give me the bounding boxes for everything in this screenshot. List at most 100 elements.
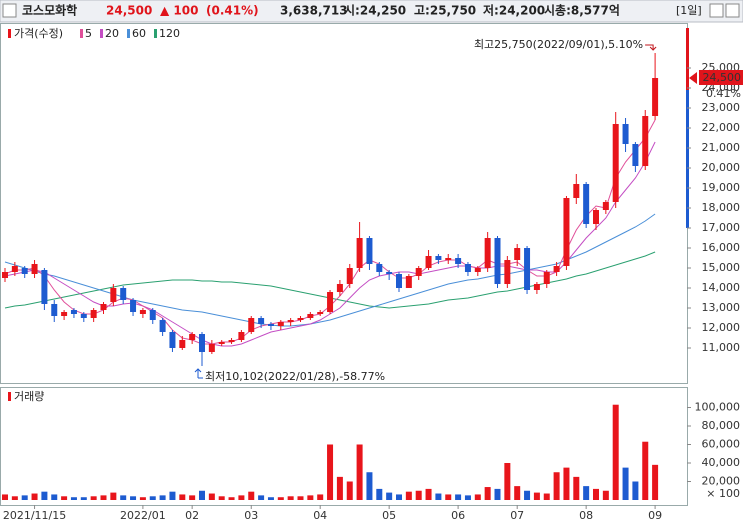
x-tick-label: 02: [185, 509, 199, 522]
volume-bar: [455, 494, 462, 500]
candle-body: [445, 258, 452, 260]
candle-body: [494, 238, 501, 284]
x-tick-label: 09: [648, 509, 662, 522]
candle-body: [602, 202, 609, 210]
candle-body: [474, 268, 481, 272]
volume-bar: [474, 494, 481, 500]
candle-body: [70, 310, 77, 314]
y-tick-label: 80,000: [702, 419, 741, 432]
volume-bar: [573, 476, 580, 500]
candle-body: [149, 310, 156, 320]
candle-body: [21, 268, 28, 274]
candle-body: [642, 116, 649, 166]
menu-icon[interactable]: [2, 3, 17, 18]
volume-bar: [228, 497, 235, 500]
candle-body: [120, 288, 127, 300]
volume-bar: [425, 488, 432, 500]
candle-body: [277, 322, 284, 326]
x-tick-label: 07: [510, 509, 524, 522]
candle-body: [159, 320, 166, 332]
price-pane: [0, 23, 688, 384]
candle-body: [139, 310, 146, 314]
candle-body: [179, 340, 186, 348]
volume-bar: [307, 495, 314, 500]
volume-bar: [70, 497, 77, 500]
candle-body: [346, 268, 353, 284]
y-tick-label: 11,000: [702, 341, 741, 354]
volume-bar: [327, 444, 334, 500]
candle-body: [51, 304, 58, 316]
y-tick-label: 22,000: [702, 121, 741, 134]
min-annotation: 최저10,102(2022/01/28),-58.77%: [205, 370, 385, 383]
candle-body: [356, 238, 363, 268]
volume-bar: [464, 495, 471, 500]
volume-bar: [317, 494, 324, 500]
volume-bar: [366, 472, 373, 500]
x-tick-label: 2022/01: [120, 509, 166, 522]
volume-bar: [642, 441, 649, 500]
volume-bar: [238, 495, 245, 500]
candle-body: [80, 314, 87, 318]
volume-bar: [504, 462, 511, 500]
volume-bar: [51, 494, 58, 500]
period[interactable]: [1일]: [676, 3, 702, 17]
change: ▲ 100: [160, 4, 198, 18]
candle-body: [41, 270, 48, 304]
last-change-label: 0.41%: [706, 87, 741, 100]
volume-bar: [632, 481, 639, 500]
max-annotation: 최고25,750(2022/09/01),5.10%: [474, 38, 643, 51]
y-tick-label: 12,000: [702, 321, 741, 334]
legend-swatch: [100, 29, 103, 38]
candle-body: [622, 124, 629, 144]
candle-body: [396, 274, 402, 288]
volume-bar: [297, 496, 304, 500]
volume-bar: [199, 490, 205, 500]
candle-body: [366, 238, 373, 264]
volume-bar: [612, 404, 619, 500]
x-tick-label: 04: [313, 509, 327, 522]
volume-bar: [218, 496, 225, 500]
candle-body: [2, 272, 8, 278]
window-button[interactable]: [709, 3, 724, 18]
legend-label: 120: [159, 27, 180, 40]
candle-body: [652, 78, 659, 116]
candle-body: [307, 314, 314, 318]
volume-bar: [110, 492, 117, 500]
legend-swatch: [127, 29, 130, 38]
volume-bar: [593, 488, 599, 500]
candle-body: [258, 318, 265, 324]
y-tick-label: 14,000: [702, 281, 741, 294]
indicator-bar: [686, 28, 689, 90]
y-tick-label: 19,000: [702, 181, 741, 194]
candle-body: [11, 266, 18, 272]
candle-body: [287, 320, 294, 322]
legend-swatch: [8, 392, 11, 401]
y-tick-label: 20,000: [702, 161, 741, 174]
volume-bar: [524, 490, 531, 500]
y-tick-label: 20,000: [702, 474, 741, 487]
volume-bar: [258, 495, 265, 500]
close-button[interactable]: [725, 3, 740, 18]
candle-body: [110, 288, 117, 302]
volume-bar: [277, 497, 284, 500]
candle-body: [336, 284, 343, 292]
candle-body: [504, 260, 511, 284]
candle-body: [632, 144, 639, 166]
candle-body: [563, 198, 570, 266]
y-tick-label: 16,000: [702, 241, 741, 254]
candle-body: [612, 124, 619, 202]
volume-bar: [622, 467, 629, 500]
candle-body: [415, 268, 422, 276]
y-tick-label: 15,000: [702, 261, 741, 274]
volume-bar: [376, 488, 383, 500]
y-tick-label: 23,000: [702, 101, 741, 114]
volume-bar: [2, 494, 8, 500]
y-tick-label: 18,000: [702, 201, 741, 214]
candle-body: [100, 304, 107, 310]
volume-bar: [405, 491, 412, 500]
volume-bar: [415, 490, 422, 500]
volume-bar: [149, 496, 156, 500]
volume-bar: [386, 492, 393, 500]
max-arrow: [645, 44, 657, 51]
candle-body: [228, 340, 235, 342]
